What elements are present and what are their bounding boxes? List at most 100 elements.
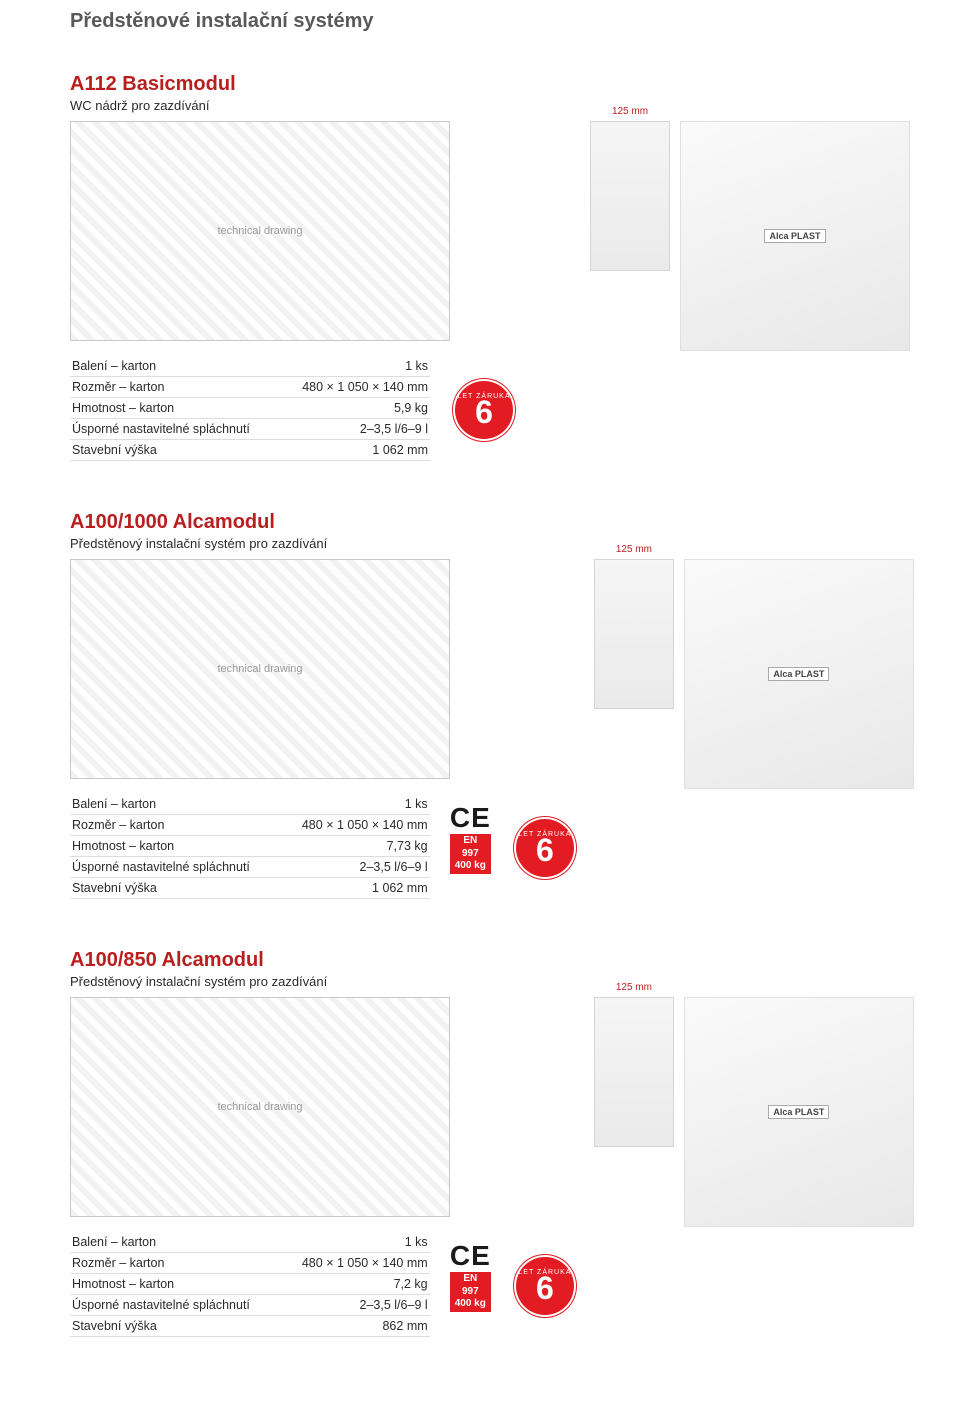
table-row: Rozměr – karton480 × 1 050 × 140 mm — [70, 377, 430, 398]
en-cert-line: 400 kg — [454, 1298, 487, 1311]
section-head: A112 Basicmodul WC nádrž pro zazdívání — [70, 73, 910, 113]
product-subtitle: WC nádrž pro zazdívání — [70, 98, 910, 113]
spec-label: Úsporné nastavitelné spláchnutí — [70, 857, 280, 878]
product-section: A100/1000 Alcamodul Předstěnový instalačn… — [70, 511, 910, 899]
en-cert-line: 400 kg — [454, 860, 487, 873]
spec-and-badges: Balení – karton1 ksRozměr – karton480 × … — [70, 341, 570, 461]
spec-table: Balení – karton1 ksRozměr – karton480 × … — [70, 356, 430, 461]
brand-logo: Alca PLAST — [768, 667, 829, 681]
spec-and-badges: Balení – karton1 ksRozměr – karton480 × … — [70, 779, 574, 899]
media-row: technical drawing Balení – karton1 ksRozm… — [70, 997, 910, 1337]
wall-profile-thumb: 125 mm — [594, 559, 674, 709]
technical-drawing: technical drawing — [70, 121, 450, 341]
drawing-label: technical drawing — [218, 225, 303, 237]
cert-block: CEEN 997400 kg — [450, 804, 491, 874]
spec-value: 5,9 kg — [280, 398, 430, 419]
product-subtitle: Předstěnový instalační systém pro zazdív… — [70, 974, 910, 989]
spec-value: 480 × 1 050 × 140 mm — [280, 377, 430, 398]
spec-value: 1 062 mm — [280, 440, 430, 461]
spec-value: 1 ks — [280, 356, 430, 377]
spec-and-badges: Balení – karton1 ksRozměr – karton480 × … — [70, 1217, 574, 1337]
warranty-badge: LET ZÁRUKA6 — [516, 819, 574, 877]
en-cert-line: EN 997 — [454, 1273, 487, 1298]
wall-profile-thumb: 125 mm — [594, 997, 674, 1147]
en-cert-line: EN 997 — [454, 835, 487, 860]
drawing-label: technical drawing — [218, 1101, 303, 1113]
wall-thickness-label: 125 mm — [616, 982, 652, 993]
spec-label: Úsporné nastavitelné spláchnutí — [70, 1295, 280, 1316]
warranty-years: 6 — [536, 834, 554, 866]
drawing-label: technical drawing — [218, 663, 303, 675]
en-cert-box: EN 997400 kg — [450, 1272, 491, 1312]
technical-drawing: technical drawing — [70, 559, 450, 779]
warranty-years: 6 — [475, 396, 493, 428]
right-column: 125 mm Alca PLAST — [590, 121, 910, 351]
spec-value: 2–3,5 l/6–9 l — [280, 419, 430, 440]
spec-label: Balení – karton — [70, 794, 280, 815]
table-row: Balení – karton1 ks — [70, 356, 430, 377]
spec-value: 1 ks — [280, 794, 430, 815]
brand-logo: Alca PLAST — [764, 229, 825, 243]
table-row: Stavební výška1 062 mm — [70, 440, 430, 461]
right-top-row: 125 mm Alca PLAST — [594, 559, 914, 789]
product-title: A100/1000 Alcamodul — [70, 511, 910, 534]
spec-value: 7,2 kg — [280, 1274, 430, 1295]
left-column: technical drawing Balení – karton1 ksRozm… — [70, 121, 570, 461]
spec-table: Balení – karton1 ksRozměr – karton480 × … — [70, 794, 430, 899]
left-column: technical drawing Balení – karton1 ksRozm… — [70, 997, 574, 1337]
spec-value: 480 × 1 050 × 140 mm — [280, 815, 430, 836]
section-head: A100/1000 Alcamodul Předstěnový instalačn… — [70, 511, 910, 551]
table-row: Balení – karton1 ks — [70, 794, 430, 815]
ce-mark-icon: CE — [450, 1242, 491, 1270]
spec-label: Úsporné nastavitelné spláchnutí — [70, 419, 280, 440]
spec-label: Balení – karton — [70, 1232, 280, 1253]
spec-label: Stavební výška — [70, 1316, 280, 1337]
table-row: Rozměr – karton480 × 1 050 × 140 mm — [70, 1253, 430, 1274]
section-head: A100/850 Alcamodul Předstěnový instalační… — [70, 949, 910, 989]
wall-profile-thumb: 125 mm — [590, 121, 670, 271]
product-photo: Alca PLAST — [684, 559, 914, 789]
table-row: Hmotnost – karton7,73 kg — [70, 836, 430, 857]
product-section: A100/850 Alcamodul Předstěnový instalační… — [70, 949, 910, 1337]
table-row: Stavební výška1 062 mm — [70, 878, 430, 899]
table-row: Hmotnost – karton7,2 kg — [70, 1274, 430, 1295]
product-title: A112 Basicmodul — [70, 73, 910, 96]
spec-value: 480 × 1 050 × 140 mm — [280, 1253, 430, 1274]
right-top-row: 125 mm Alca PLAST — [590, 121, 910, 351]
spec-value: 2–3,5 l/6–9 l — [280, 857, 430, 878]
en-cert-box: EN 997400 kg — [450, 834, 491, 874]
right-column: 125 mm Alca PLAST — [594, 997, 914, 1227]
spec-label: Rozměr – karton — [70, 1253, 280, 1274]
spec-label: Hmotnost – karton — [70, 398, 280, 419]
table-row: Stavební výška862 mm — [70, 1316, 430, 1337]
cert-block: CEEN 997400 kg — [450, 1242, 491, 1312]
spec-label: Hmotnost – karton — [70, 1274, 280, 1295]
spec-value: 2–3,5 l/6–9 l — [280, 1295, 430, 1316]
wall-thickness-label: 125 mm — [616, 544, 652, 555]
spec-label: Balení – karton — [70, 356, 280, 377]
spec-value: 862 mm — [280, 1316, 430, 1337]
media-row: technical drawing Balení – karton1 ksRozm… — [70, 559, 910, 899]
product-photo: Alca PLAST — [684, 997, 914, 1227]
spec-table: Balení – karton1 ksRozměr – karton480 × … — [70, 1232, 430, 1337]
spec-label: Rozměr – karton — [70, 377, 280, 398]
product-photo: Alca PLAST — [680, 121, 910, 351]
product-title: A100/850 Alcamodul — [70, 949, 910, 972]
wall-thickness-label: 125 mm — [612, 106, 648, 117]
product-section: A112 Basicmodul WC nádrž pro zazdívání tec… — [70, 73, 910, 461]
spec-label: Rozměr – karton — [70, 815, 280, 836]
table-row: Úsporné nastavitelné spláchnutí2–3,5 l/6… — [70, 419, 430, 440]
technical-drawing: technical drawing — [70, 997, 450, 1217]
table-row: Úsporné nastavitelné spláchnutí2–3,5 l/6… — [70, 1295, 430, 1316]
right-column: 125 mm Alca PLAST — [594, 559, 914, 789]
spec-label: Stavební výška — [70, 878, 280, 899]
brand-logo: Alca PLAST — [768, 1105, 829, 1119]
product-subtitle: Předstěnový instalační systém pro zazdív… — [70, 536, 910, 551]
page-title: Předstěnové instalační systémy — [70, 10, 910, 33]
table-row: Úsporné nastavitelné spláchnutí2–3,5 l/6… — [70, 857, 430, 878]
spec-value: 1 062 mm — [280, 878, 430, 899]
spec-label: Hmotnost – karton — [70, 836, 280, 857]
table-row: Rozměr – karton480 × 1 050 × 140 mm — [70, 815, 430, 836]
warranty-years: 6 — [536, 1272, 554, 1304]
ce-mark-icon: CE — [450, 804, 491, 832]
